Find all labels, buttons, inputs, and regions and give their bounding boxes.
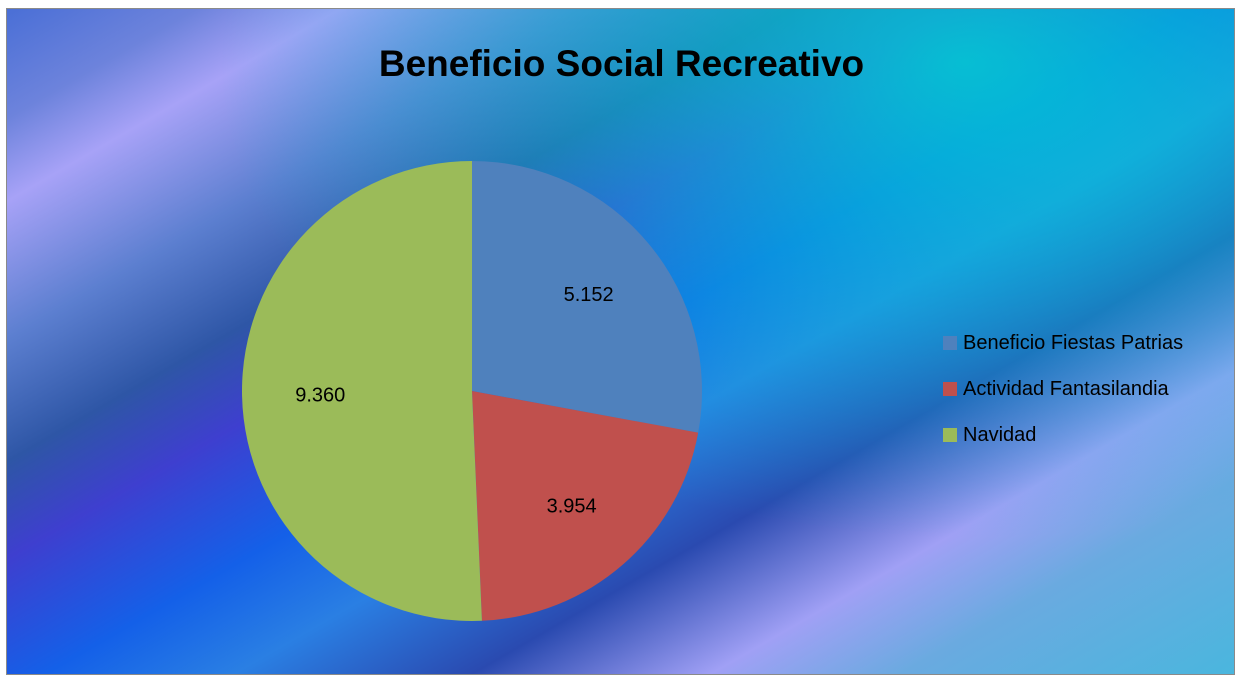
chart-title: Beneficio Social Recreativo bbox=[378, 43, 865, 84]
slice-fiestas-patrias bbox=[472, 161, 702, 433]
slice-fantasilandia bbox=[472, 391, 699, 621]
legend-swatch bbox=[943, 336, 957, 350]
legend-item-fiestas-patrias: Beneficio Fiestas Patrias bbox=[943, 331, 1183, 355]
legend: Beneficio Fiestas Patrias Actividad Fant… bbox=[943, 331, 1183, 469]
legend-label: Beneficio Fiestas Patrias bbox=[963, 331, 1184, 354]
data-label: 3.954 bbox=[547, 496, 597, 518]
legend-swatch bbox=[943, 428, 957, 442]
data-label: 9.360 bbox=[295, 384, 345, 406]
legend-item-fantasilandia: Actividad Fantasilandia bbox=[943, 377, 1183, 401]
slice-navidad bbox=[241, 161, 482, 622]
legend-label: Navidad bbox=[963, 423, 1037, 446]
legend-item-navidad: Navidad bbox=[943, 423, 1183, 447]
chart-area: Beneficio Social Recreativo 5.152 3.954 9.… bbox=[6, 8, 1235, 675]
legend-swatch bbox=[943, 382, 957, 396]
data-label: 5.152 bbox=[564, 284, 614, 306]
pie-chart: 5.152 3.954 9.360 bbox=[241, 161, 702, 622]
legend-label: Actividad Fantasilandia bbox=[963, 377, 1169, 400]
